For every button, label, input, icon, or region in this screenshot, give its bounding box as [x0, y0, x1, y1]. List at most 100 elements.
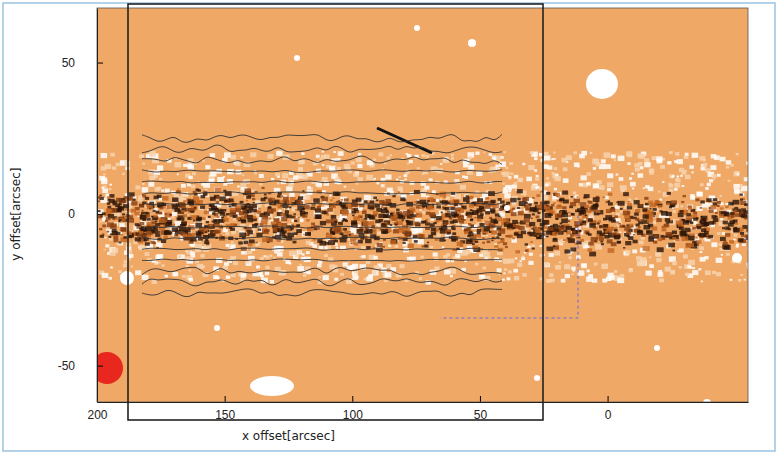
texture: [605, 215, 612, 220]
texture: [165, 189, 170, 193]
texture: [164, 230, 169, 233]
texture: [700, 257, 706, 262]
texture: [679, 248, 684, 252]
texture: [148, 182, 154, 187]
texture: [619, 232, 621, 234]
texture: [593, 221, 596, 223]
texture: [532, 213, 535, 215]
texture: [725, 203, 728, 205]
texture: [278, 210, 281, 212]
texture: [679, 266, 682, 269]
texture: [241, 273, 246, 277]
texture: [141, 210, 143, 211]
texture: [581, 151, 587, 156]
texture: [618, 156, 625, 161]
texture: [635, 209, 640, 213]
texture: [594, 263, 598, 266]
texture: [276, 151, 282, 156]
texture: [649, 256, 651, 258]
texture: [322, 164, 324, 166]
texture: [366, 175, 373, 180]
texture: [216, 216, 219, 218]
texture: [101, 166, 107, 170]
texture: [118, 270, 122, 273]
texture: [454, 194, 461, 199]
texture: [451, 157, 454, 159]
texture: [344, 186, 346, 188]
texture: [200, 254, 204, 257]
texture: [632, 249, 637, 253]
texture: [509, 162, 513, 165]
texture: [562, 158, 568, 163]
texture: [627, 162, 630, 165]
texture: [243, 241, 248, 244]
texture: [252, 198, 255, 200]
texture: [723, 245, 730, 250]
texture: [583, 225, 586, 228]
figure: 200150100500-50050x offset[arcsec]y offs…: [0, 0, 778, 454]
texture: [238, 241, 242, 244]
texture: [426, 155, 430, 158]
texture: [270, 280, 274, 283]
texture: [414, 222, 419, 226]
texture: [102, 224, 106, 227]
texture: [511, 212, 517, 216]
texture: [731, 215, 735, 218]
texture: [104, 249, 106, 251]
texture: [168, 218, 171, 221]
texture: [514, 276, 519, 280]
texture: [364, 278, 367, 281]
texture: [358, 153, 361, 156]
texture: [554, 158, 556, 160]
texture: [578, 230, 581, 232]
texture: [396, 179, 398, 181]
texture: [322, 151, 324, 153]
texture: [253, 202, 255, 203]
texture: [532, 197, 534, 199]
texture: [381, 184, 386, 188]
texture: [640, 166, 644, 169]
texture: [672, 175, 674, 177]
texture: [99, 228, 102, 230]
texture: [590, 198, 592, 200]
texture: [224, 152, 231, 157]
texture: [646, 230, 653, 235]
texture: [159, 178, 162, 180]
texture: [700, 200, 704, 203]
texture: [343, 228, 347, 231]
texture: [672, 262, 677, 266]
texture: [695, 237, 697, 239]
texture: [518, 222, 520, 224]
texture: [149, 151, 156, 157]
texture: [569, 196, 572, 199]
texture: [413, 235, 417, 239]
texture: [501, 172, 505, 175]
figure-frame: [3, 3, 775, 451]
texture: [183, 164, 187, 167]
texture: [696, 192, 702, 197]
texture: [445, 213, 450, 217]
texture: [230, 245, 235, 249]
texture: [377, 232, 381, 236]
texture: [512, 208, 515, 210]
texture: [604, 152, 611, 157]
texture: [657, 247, 664, 252]
texture: [182, 208, 187, 212]
texture: [581, 221, 587, 225]
texture: [738, 279, 741, 282]
texture: [201, 183, 204, 186]
texture: [301, 152, 304, 155]
texture: [611, 154, 616, 158]
texture: [302, 190, 304, 192]
texture: [599, 185, 605, 190]
texture: [294, 232, 298, 235]
texture: [142, 183, 144, 185]
texture: [598, 220, 601, 222]
texture: [655, 252, 661, 257]
texture: [161, 190, 164, 192]
texture: [586, 270, 589, 273]
texture: [517, 263, 522, 267]
texture: [476, 171, 482, 176]
texture: [674, 160, 677, 163]
texture: [153, 174, 158, 178]
